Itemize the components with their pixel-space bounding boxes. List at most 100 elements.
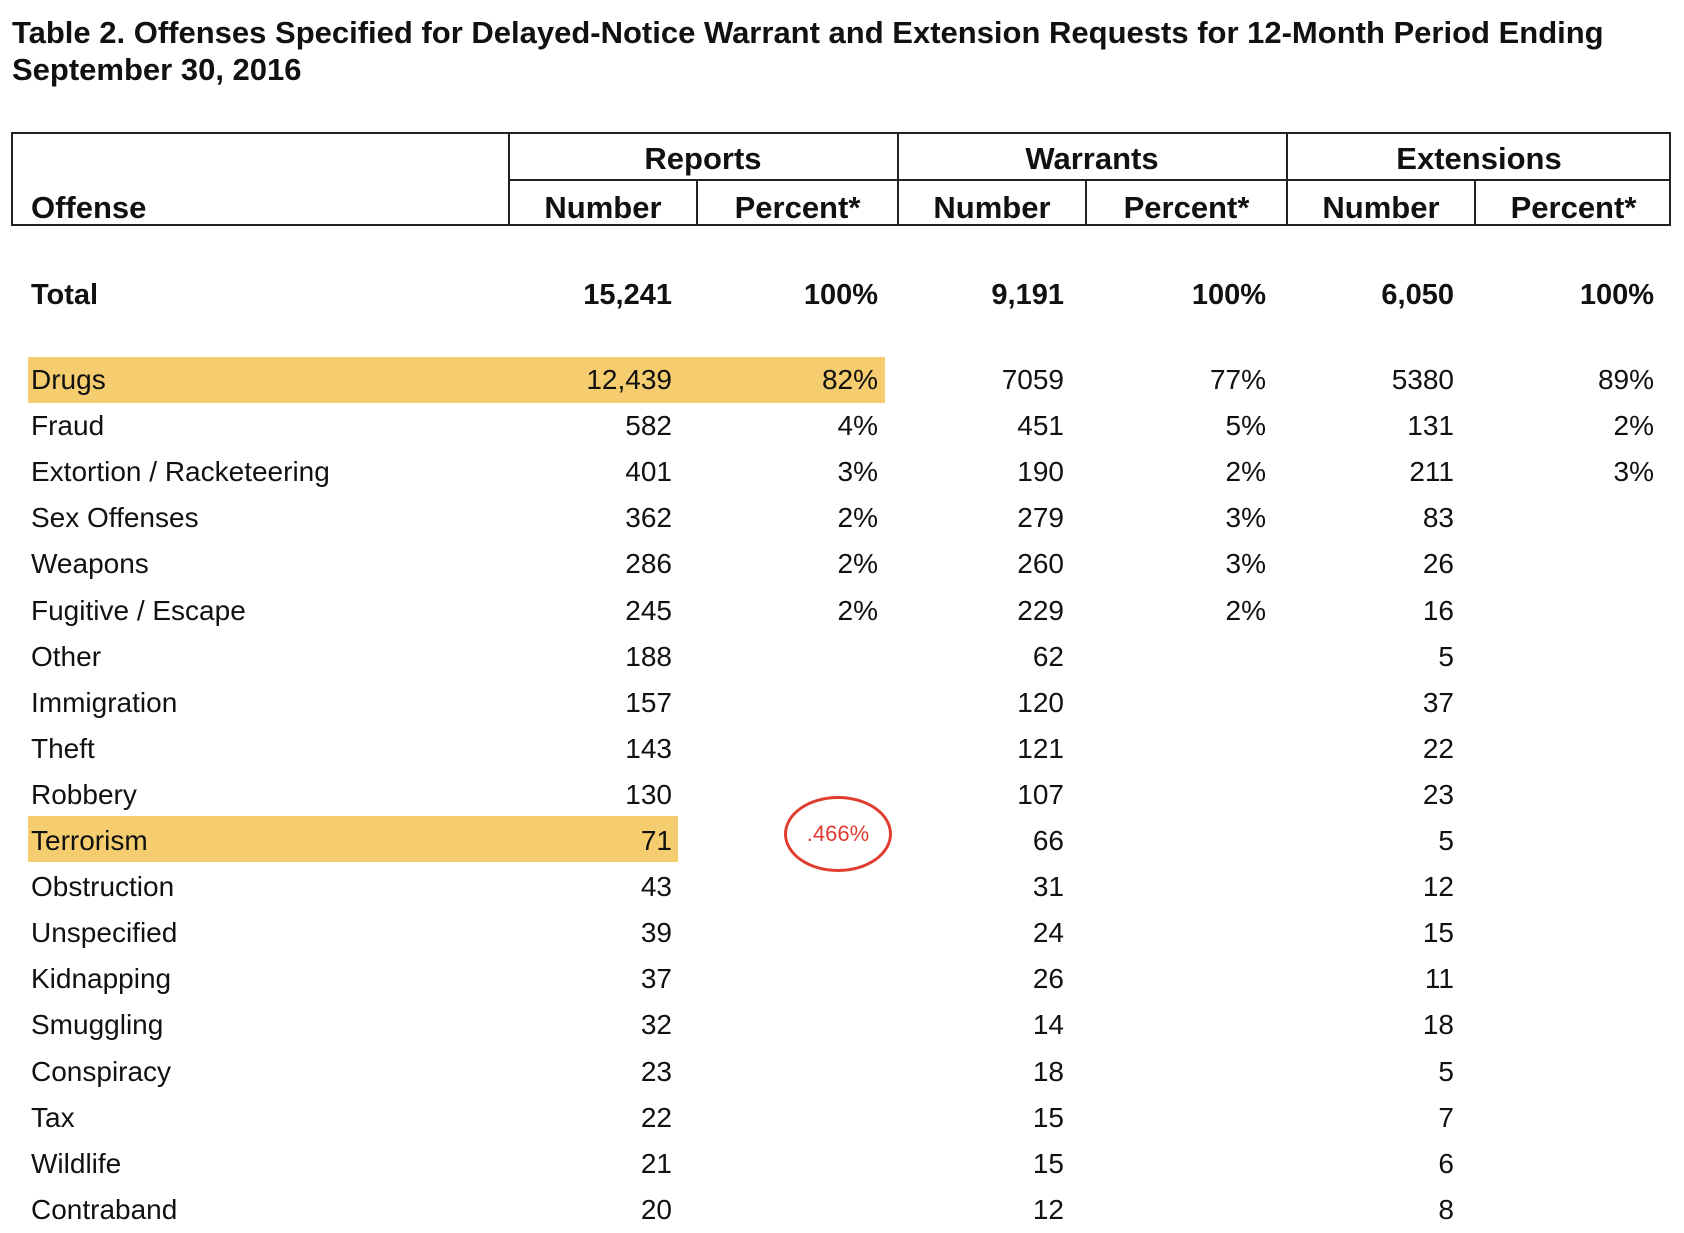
reports-number-cell: 20	[640, 1193, 672, 1225]
extensions-percent-cell	[1460, 910, 1654, 956]
extensions-number-cell: 5	[1438, 1055, 1454, 1087]
reports-number-cell: 245	[625, 594, 672, 626]
warrants-number-cell: 279	[1017, 502, 1064, 534]
table-row: Contraband 20 12 8	[0, 1187, 1684, 1233]
warrants-percent-cell: 3%	[1225, 548, 1266, 580]
warrants-number-cell: 15	[1032, 1101, 1064, 1133]
reports-number-cell: 401	[625, 456, 672, 488]
table-row: Tax 22 15 7	[0, 1095, 1684, 1141]
table-row: Conspiracy 23 18 5	[0, 1049, 1684, 1095]
table-row: Fugitive / Escape 245 2% 229 2% 16	[0, 588, 1684, 634]
offense-label: Fraud	[31, 410, 105, 442]
table-row: Drugs 12,439 82% 7059 77% 5380 89%	[0, 357, 1684, 403]
table-row: Obstruction 43 31 12	[0, 864, 1684, 910]
reports-percent-cell: 2%	[837, 594, 878, 626]
extensions-percent-cell	[1460, 495, 1654, 541]
extensions-number-cell: 7	[1438, 1101, 1454, 1133]
reports-number-cell: 43	[640, 871, 672, 903]
extensions-percent-cell	[1460, 541, 1654, 587]
extensions-percent-cell: 3%	[1613, 456, 1654, 488]
extensions-percent-cell	[1460, 1095, 1654, 1141]
header-divider	[508, 179, 1671, 181]
group-header-warrants: Warrants	[1025, 141, 1159, 176]
offense-label: Sex Offenses	[31, 502, 199, 534]
table-row: Theft 143 121 22	[0, 726, 1684, 772]
total-reports-number: 15,241	[583, 279, 672, 311]
group-header-reports: Reports	[644, 141, 762, 176]
group-header-extensions: Extensions	[1396, 141, 1562, 176]
reports-number-cell: 362	[625, 502, 672, 534]
offense-label: Immigration	[31, 686, 178, 718]
warrants-percent-cell	[1070, 956, 1266, 1002]
total-warrants-percent: 100%	[1191, 279, 1266, 311]
offense-label: Terrorism	[31, 825, 148, 856]
warrants-percent-cell: 2%	[1225, 594, 1266, 626]
extensions-number-cell: 5	[1438, 825, 1454, 856]
total-reports-percent: 100%	[803, 279, 878, 311]
offense-label: Extortion / Racketeering	[31, 456, 330, 488]
extensions-number-cell: 18	[1422, 1009, 1454, 1041]
reports-percent-cell	[680, 910, 878, 956]
extensions-number-cell: 23	[1422, 778, 1454, 810]
offense-label: Robbery	[31, 778, 137, 810]
offense-label: Unspecified	[31, 917, 178, 949]
warrants-number-cell: 62	[1032, 640, 1064, 672]
offense-label: Wildlife	[31, 1147, 122, 1179]
offense-label: Fugitive / Escape	[31, 594, 246, 626]
table-row: Unspecified 39 24 15	[0, 910, 1684, 956]
total-label: Total	[31, 279, 99, 311]
offense-label: Theft	[31, 732, 95, 764]
extensions-percent-cell	[1460, 726, 1654, 772]
offense-label: Drugs	[31, 364, 106, 395]
reports-number-cell: 37	[640, 963, 672, 995]
reports-number-cell: 12,439	[586, 364, 672, 395]
extensions-number-cell: 12	[1422, 871, 1454, 903]
warrants-number-cell: 14	[1032, 1009, 1064, 1041]
extensions-number-cell: 11	[1424, 963, 1454, 995]
reports-number-cell: 32	[640, 1009, 672, 1041]
reports-number-cell: 71	[640, 825, 672, 856]
reports-percent-cell	[680, 956, 878, 1002]
table-row: Other 188 62 5	[0, 634, 1684, 680]
warrants-number-cell: 107	[1017, 778, 1064, 810]
total-extensions-number: 6,050	[1381, 279, 1454, 311]
reports-number-cell: 23	[640, 1055, 672, 1087]
offense-label: Smuggling	[31, 1009, 164, 1041]
column-header-reports-number: Number	[544, 190, 662, 225]
total-row: Total 15,241 100% 9,191 100% 6,050 100%	[0, 272, 1684, 318]
column-header-extensions-percent: Percent*	[1510, 190, 1637, 225]
extensions-percent-cell	[1460, 1049, 1654, 1095]
warrants-number-cell: 451	[1017, 410, 1064, 442]
warrants-number-cell: 229	[1017, 594, 1064, 626]
reports-number-cell: 21	[640, 1147, 672, 1179]
extensions-percent-cell	[1460, 818, 1654, 864]
extensions-number-cell: 83	[1422, 502, 1454, 534]
extensions-number-cell: 8	[1438, 1193, 1454, 1225]
warrants-number-cell: 190	[1017, 456, 1064, 488]
warrants-number-cell: 18	[1032, 1055, 1064, 1087]
extensions-number-cell: 16	[1422, 594, 1454, 626]
reports-percent-cell: 3%	[837, 456, 878, 488]
terrorism-highlight	[28, 816, 678, 862]
table-row: Smuggling 32 14 18	[0, 1002, 1684, 1048]
warrants-percent-cell	[1070, 1049, 1266, 1095]
column-header-reports-percent: Percent*	[734, 190, 861, 225]
offense-label: Other	[31, 640, 102, 672]
extensions-percent-cell	[1460, 1002, 1654, 1048]
extensions-percent-cell	[1460, 956, 1654, 1002]
extensions-number-cell: 26	[1422, 548, 1454, 580]
annotation-circle: .466%	[784, 796, 892, 872]
warrants-percent-cell	[1070, 634, 1266, 680]
warrants-percent-cell	[1070, 864, 1266, 910]
table-row: Robbery 130 107 23	[0, 772, 1684, 818]
reports-percent-cell: 2%	[837, 548, 878, 580]
table-row: Immigration 157 120 37	[0, 680, 1684, 726]
reports-percent-cell	[680, 726, 878, 772]
warrants-percent-cell: 3%	[1225, 502, 1266, 534]
extensions-number-cell: 211	[1409, 456, 1454, 488]
reports-percent-cell	[680, 1095, 878, 1141]
warrants-number-cell: 31	[1032, 871, 1064, 903]
warrants-number-cell: 15	[1032, 1147, 1064, 1179]
warrants-number-cell: 7059	[1001, 364, 1064, 395]
warrants-percent-cell: 77%	[1209, 364, 1266, 395]
